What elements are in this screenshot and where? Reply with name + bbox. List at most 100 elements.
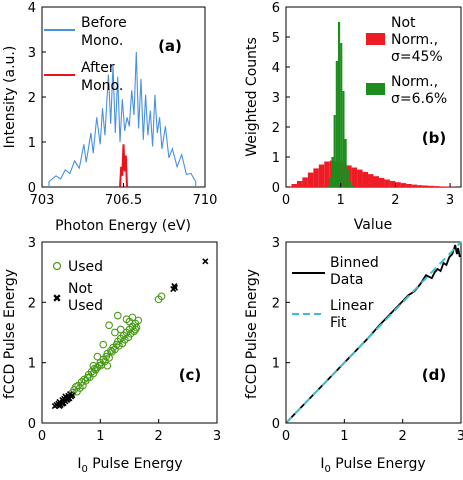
point-used <box>89 361 98 370</box>
bar-norm <box>331 157 334 187</box>
bar-not-norm <box>384 179 390 187</box>
panel-b-xtick-label: 1 <box>337 193 345 208</box>
panel-b: 0 1 2 3 0 1 2 3 4 5 6 Value Weighted Counts (b) No… <box>244 1 462 233</box>
bar-not-norm <box>439 186 445 187</box>
panel-c-legend: Used ✖ Not Used <box>52 259 103 314</box>
bar-not-norm <box>400 183 407 187</box>
panel-b-label: (b) <box>422 129 446 147</box>
panel-a-xtick-label: 706.5 <box>105 193 142 208</box>
legend-label-not-norm-sigma: σ=45% <box>391 49 443 65</box>
bar-not-norm <box>357 169 363 187</box>
series-linear-fit-line <box>285 241 462 424</box>
legend-label-after-mono-line2: Mono. <box>81 78 123 94</box>
bar-not-norm <box>406 184 412 187</box>
point-used <box>157 292 166 301</box>
bar-norm <box>333 115 336 187</box>
bar-not-norm <box>362 172 369 187</box>
point-not-used <box>65 395 72 402</box>
panel-c-ytick-label: 3 <box>28 236 36 251</box>
panel-d-label: (d) <box>422 366 446 384</box>
legend-marker-used <box>52 261 62 271</box>
panel-a-ytick-label: 0 <box>28 181 36 196</box>
legend-label-norm-sigma: σ=6.6% <box>391 91 447 107</box>
panel-c-ytick-label: 2 <box>28 296 36 311</box>
bar-not-norm <box>422 185 429 187</box>
point-not-used <box>171 284 179 291</box>
bar-norm <box>348 181 352 187</box>
panel-d-ytick-label: 1 <box>272 357 280 372</box>
point-used <box>103 361 112 370</box>
panel-a-series <box>48 51 197 188</box>
panel-b-ytick-label: 3 <box>272 91 280 106</box>
panel-a-ticks: 703 706.5 710 0 1 2 3 4 <box>28 1 218 208</box>
panel-c: 0 1 2 3 0 1 2 3 I0 Pulse Energy fCCD Pulse Ener… <box>2 236 221 475</box>
bar-norm <box>329 178 332 187</box>
panel-b-series <box>286 22 456 187</box>
point-used <box>111 328 119 337</box>
panel-a: 703 706.5 710 0 1 2 3 4 Photon Energy (eV) Inte… <box>2 1 217 234</box>
panel-b-ytick-label: 1 <box>272 151 280 166</box>
bar-not-norm <box>291 184 297 187</box>
legend-label-not-used-line2: Used <box>68 298 103 314</box>
panel-c-ylabel: fCCD Pulse Energy <box>2 269 18 399</box>
panel-c-xtick-label: 1 <box>96 429 104 444</box>
bar-norm <box>327 185 330 187</box>
panel-d-ytick-label: 2 <box>272 296 280 311</box>
bar-norm <box>335 61 338 187</box>
legend-label-linear-fit-line1: Linear <box>330 298 374 314</box>
bar-not-norm <box>318 164 325 187</box>
bar-norm <box>342 91 345 187</box>
panel-d-xlabel: I0 Pulse Energy <box>320 456 425 475</box>
bar-not-norm <box>389 181 396 187</box>
panel-a-label: (a) <box>158 37 182 55</box>
legend-label-binned-data-line2: Data <box>330 272 363 288</box>
legend-swatch-norm <box>366 83 385 95</box>
legend-swatch-not-norm <box>366 33 385 45</box>
bar-not-norm <box>313 168 319 187</box>
panel-b-xtick-label: 0 <box>282 193 290 208</box>
panel-d-xtick-label: 0 <box>282 429 290 444</box>
legend-label-before-mono-line1: Before <box>81 15 127 31</box>
panel-c-ytick-label: 1 <box>28 357 36 372</box>
point-used <box>77 378 86 386</box>
legend-label-linear-fit-line2: Fit <box>330 315 347 331</box>
point-used <box>131 325 140 334</box>
bar-not-norm <box>395 182 401 187</box>
panel-d-ytick-label: 3 <box>272 236 280 251</box>
panel-c-ytick-label: 0 <box>28 417 36 432</box>
bar-not-norm <box>428 185 434 187</box>
panel-d-legend: Binned Data Linear Fit <box>292 255 379 331</box>
point-used <box>116 325 125 334</box>
panel-d-xtick-label: 3 <box>457 429 463 444</box>
point-not-used <box>202 258 209 265</box>
bar-norm <box>346 169 349 187</box>
point-used <box>93 352 102 361</box>
point-not-used <box>59 400 66 407</box>
panel-d-xtick-label: 1 <box>340 429 348 444</box>
panel-b-ytick-label: 5 <box>272 31 280 46</box>
bar-norm <box>340 43 343 187</box>
panel-d-xtick-label: 2 <box>399 429 407 444</box>
panel-c-label: (c) <box>179 366 202 384</box>
legend-label-before-mono-line2: Mono. <box>81 33 123 49</box>
point-used <box>105 321 113 330</box>
panel-c-series <box>51 258 209 410</box>
bar-not-norm <box>373 176 379 187</box>
panel-b-ytick-label: 0 <box>272 181 280 196</box>
point-used <box>134 316 143 325</box>
panel-c-xtick-label: 2 <box>155 429 163 444</box>
bar-not-norm <box>324 161 330 187</box>
legend-label-norm: Norm., <box>391 74 438 90</box>
panel-c-xtick-label: 3 <box>213 429 221 444</box>
panel-a-ylabel: Intensity (a.u.) <box>2 46 18 149</box>
point-used <box>113 311 122 320</box>
series-after-mono-line <box>119 144 128 188</box>
legend-label-not-norm-line2: Norm., <box>391 32 438 48</box>
point-used <box>128 313 137 322</box>
bar-not-norm <box>433 186 440 187</box>
bar-not-norm <box>411 184 418 187</box>
panel-d-ytick-label: 0 <box>272 417 280 432</box>
legend-label-used: Used <box>68 259 103 275</box>
legend-label-not-norm-line1: Not <box>391 15 416 31</box>
